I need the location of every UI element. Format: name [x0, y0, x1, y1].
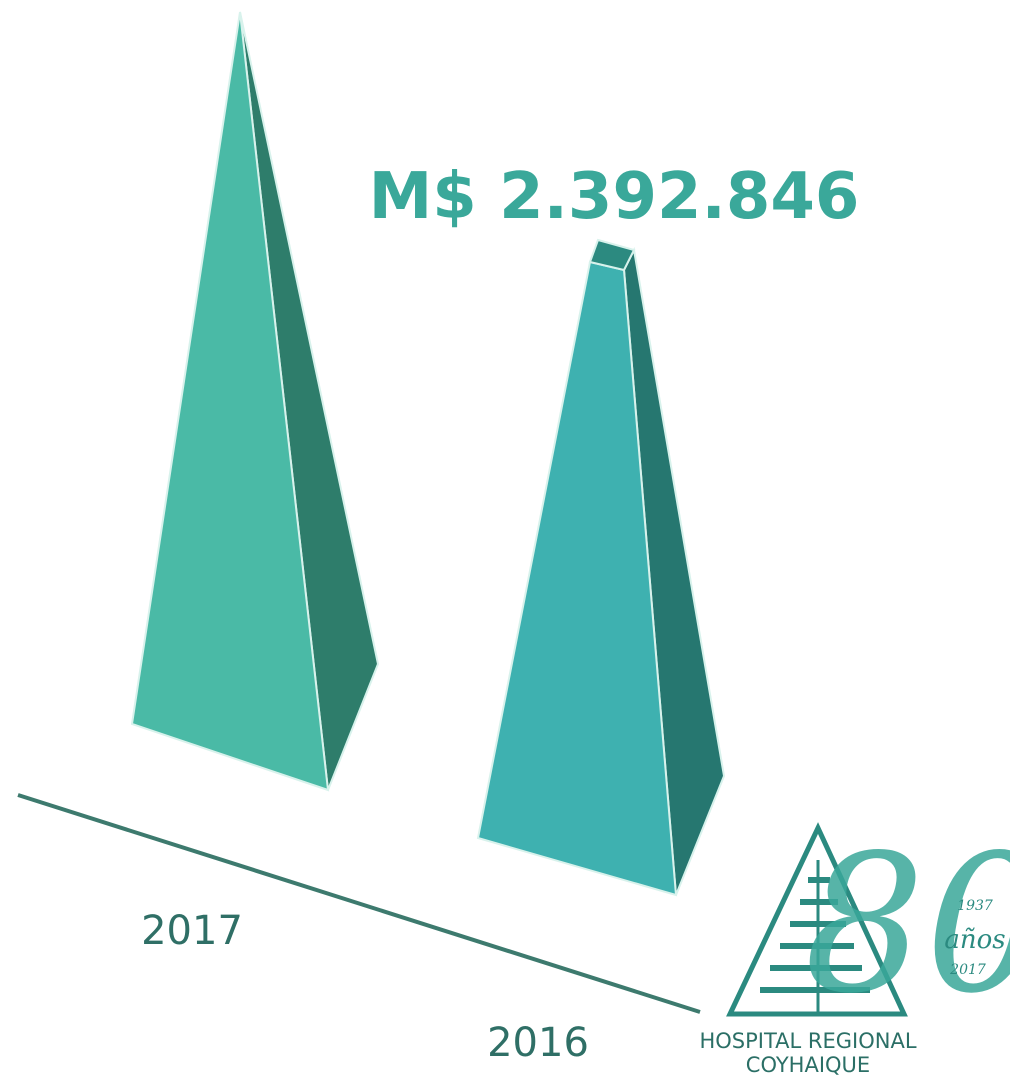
logo-name-line1: HOSPITAL REGIONAL [699, 1029, 916, 1053]
logo-end-year: 2017 [949, 962, 986, 978]
logo: 80 1937 años 2017 HOSPITAL REGIONAL COYH… [699, 814, 1010, 1077]
year-label: 2017 [141, 908, 243, 954]
pyramid-2017 [132, 12, 378, 790]
logo-word: años [944, 925, 1005, 955]
value-label: M$ 2.392.846 [369, 160, 860, 234]
infographic: M$ 2.392.846 2017 2016 80 1937 años 2017… [0, 0, 1010, 1078]
logo-start-year: 1937 [957, 898, 993, 914]
logo-name-line2: COYHAIQUE [746, 1053, 870, 1077]
year-label: 2016 [487, 1020, 589, 1066]
pyramid-2016 [478, 240, 724, 895]
